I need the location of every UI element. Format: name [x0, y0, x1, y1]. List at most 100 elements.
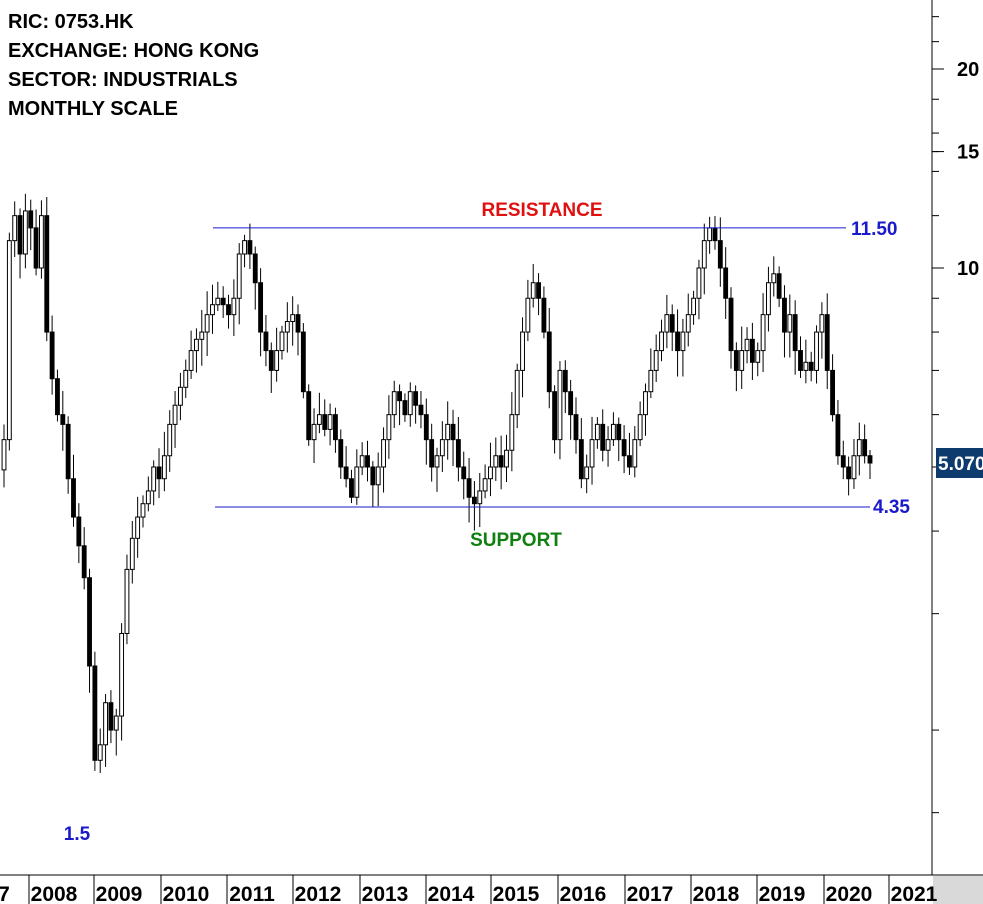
chart-labels: 11.50 4.35 RESISTANCE SUPPORT 1.5 5.070: [64, 200, 983, 845]
candle-body: [167, 423, 173, 457]
candle-body: [28, 210, 34, 229]
candle-up: [696, 259, 702, 320]
candle-body: [557, 369, 563, 441]
candle-up: [22, 193, 28, 269]
candle-down: [268, 342, 274, 393]
candle-up: [680, 318, 686, 377]
candle-up: [183, 359, 189, 398]
candle-body: [231, 297, 237, 316]
candle-down: [498, 435, 504, 490]
candle-down: [413, 385, 419, 424]
candle-body: [509, 414, 515, 451]
candle-up: [151, 460, 157, 506]
candle-down: [616, 417, 622, 462]
candle-body: [798, 350, 803, 371]
axis-corner: [933, 876, 983, 904]
candle-body: [418, 404, 424, 416]
candle-body: [338, 439, 344, 468]
candle-body: [226, 304, 231, 316]
x-tick-label: 2021: [891, 883, 938, 904]
candle-down: [71, 454, 76, 527]
candle-body: [397, 391, 403, 402]
candle-body: [824, 314, 830, 371]
candle-down: [621, 425, 627, 474]
candle-body: [851, 455, 857, 480]
candle-up: [113, 708, 119, 756]
candle-up: [525, 279, 531, 342]
candle-up: [851, 439, 857, 489]
candle-body: [739, 350, 745, 371]
candle-body: [653, 350, 659, 371]
candle-body: [552, 391, 558, 441]
candle-body: [55, 378, 60, 416]
candle-up: [375, 452, 381, 507]
candle-up: [509, 392, 515, 472]
candle-up: [215, 281, 221, 311]
candle-down: [627, 432, 632, 475]
candle-down: [60, 391, 66, 451]
candle-up: [140, 495, 146, 528]
candle-body: [482, 478, 488, 492]
candle-body: [92, 665, 98, 761]
candle-body: [33, 227, 39, 269]
candle-body: [840, 455, 846, 468]
candle-body: [386, 414, 392, 441]
candle-up: [739, 326, 745, 389]
x-tick-label: 2014: [428, 883, 475, 904]
candle-body: [1, 439, 7, 471]
candle-up: [493, 437, 499, 481]
candle-body: [621, 439, 627, 457]
candle-up: [701, 223, 707, 295]
candle-body: [749, 338, 755, 363]
candle-down: [76, 503, 82, 564]
candle-down: [300, 323, 306, 399]
candle-body: [648, 369, 654, 393]
candle-up: [755, 342, 761, 377]
candle-up: [407, 382, 413, 427]
candle-up: [819, 302, 825, 359]
candle-body: [236, 253, 242, 299]
candle-up: [488, 442, 493, 497]
candle-body: [44, 215, 50, 333]
candle-body: [835, 414, 841, 457]
candle-body: [867, 455, 873, 464]
candle-down: [792, 300, 798, 375]
candle-body: [488, 466, 493, 480]
candle-down: [728, 287, 734, 369]
candle-up: [279, 325, 285, 360]
candle-up: [856, 422, 862, 476]
candle-body: [113, 715, 119, 731]
candle-body: [728, 297, 734, 352]
candle-body: [188, 350, 194, 371]
candle-down: [450, 409, 456, 466]
candle-down: [156, 448, 162, 499]
candle-up: [691, 290, 697, 325]
candle-body: [685, 314, 691, 333]
candle-up: [643, 383, 648, 436]
candle-down: [402, 393, 408, 422]
candle-body: [573, 414, 579, 441]
candle-up: [188, 330, 194, 379]
candle-body: [407, 391, 413, 416]
candle-up: [97, 728, 103, 773]
candle-up: [648, 348, 654, 399]
candle-up: [204, 291, 210, 357]
ric-label: RIC: 0753.HK: [8, 11, 134, 33]
candle-body: [252, 253, 258, 284]
candle-up: [707, 216, 713, 254]
candle-body: [632, 439, 638, 468]
candle-body: [776, 273, 782, 299]
candle-up: [316, 392, 322, 434]
candle-body: [562, 369, 568, 393]
candle-body: [316, 414, 322, 425]
candle-down: [782, 285, 787, 358]
candle-up: [589, 416, 595, 485]
candle-down: [546, 308, 552, 409]
candle-body: [381, 439, 386, 468]
candle-body: [814, 331, 819, 371]
candle-body: [643, 391, 648, 416]
candle-up: [605, 426, 611, 467]
candle-up: [194, 328, 199, 373]
candle-up: [38, 200, 44, 279]
